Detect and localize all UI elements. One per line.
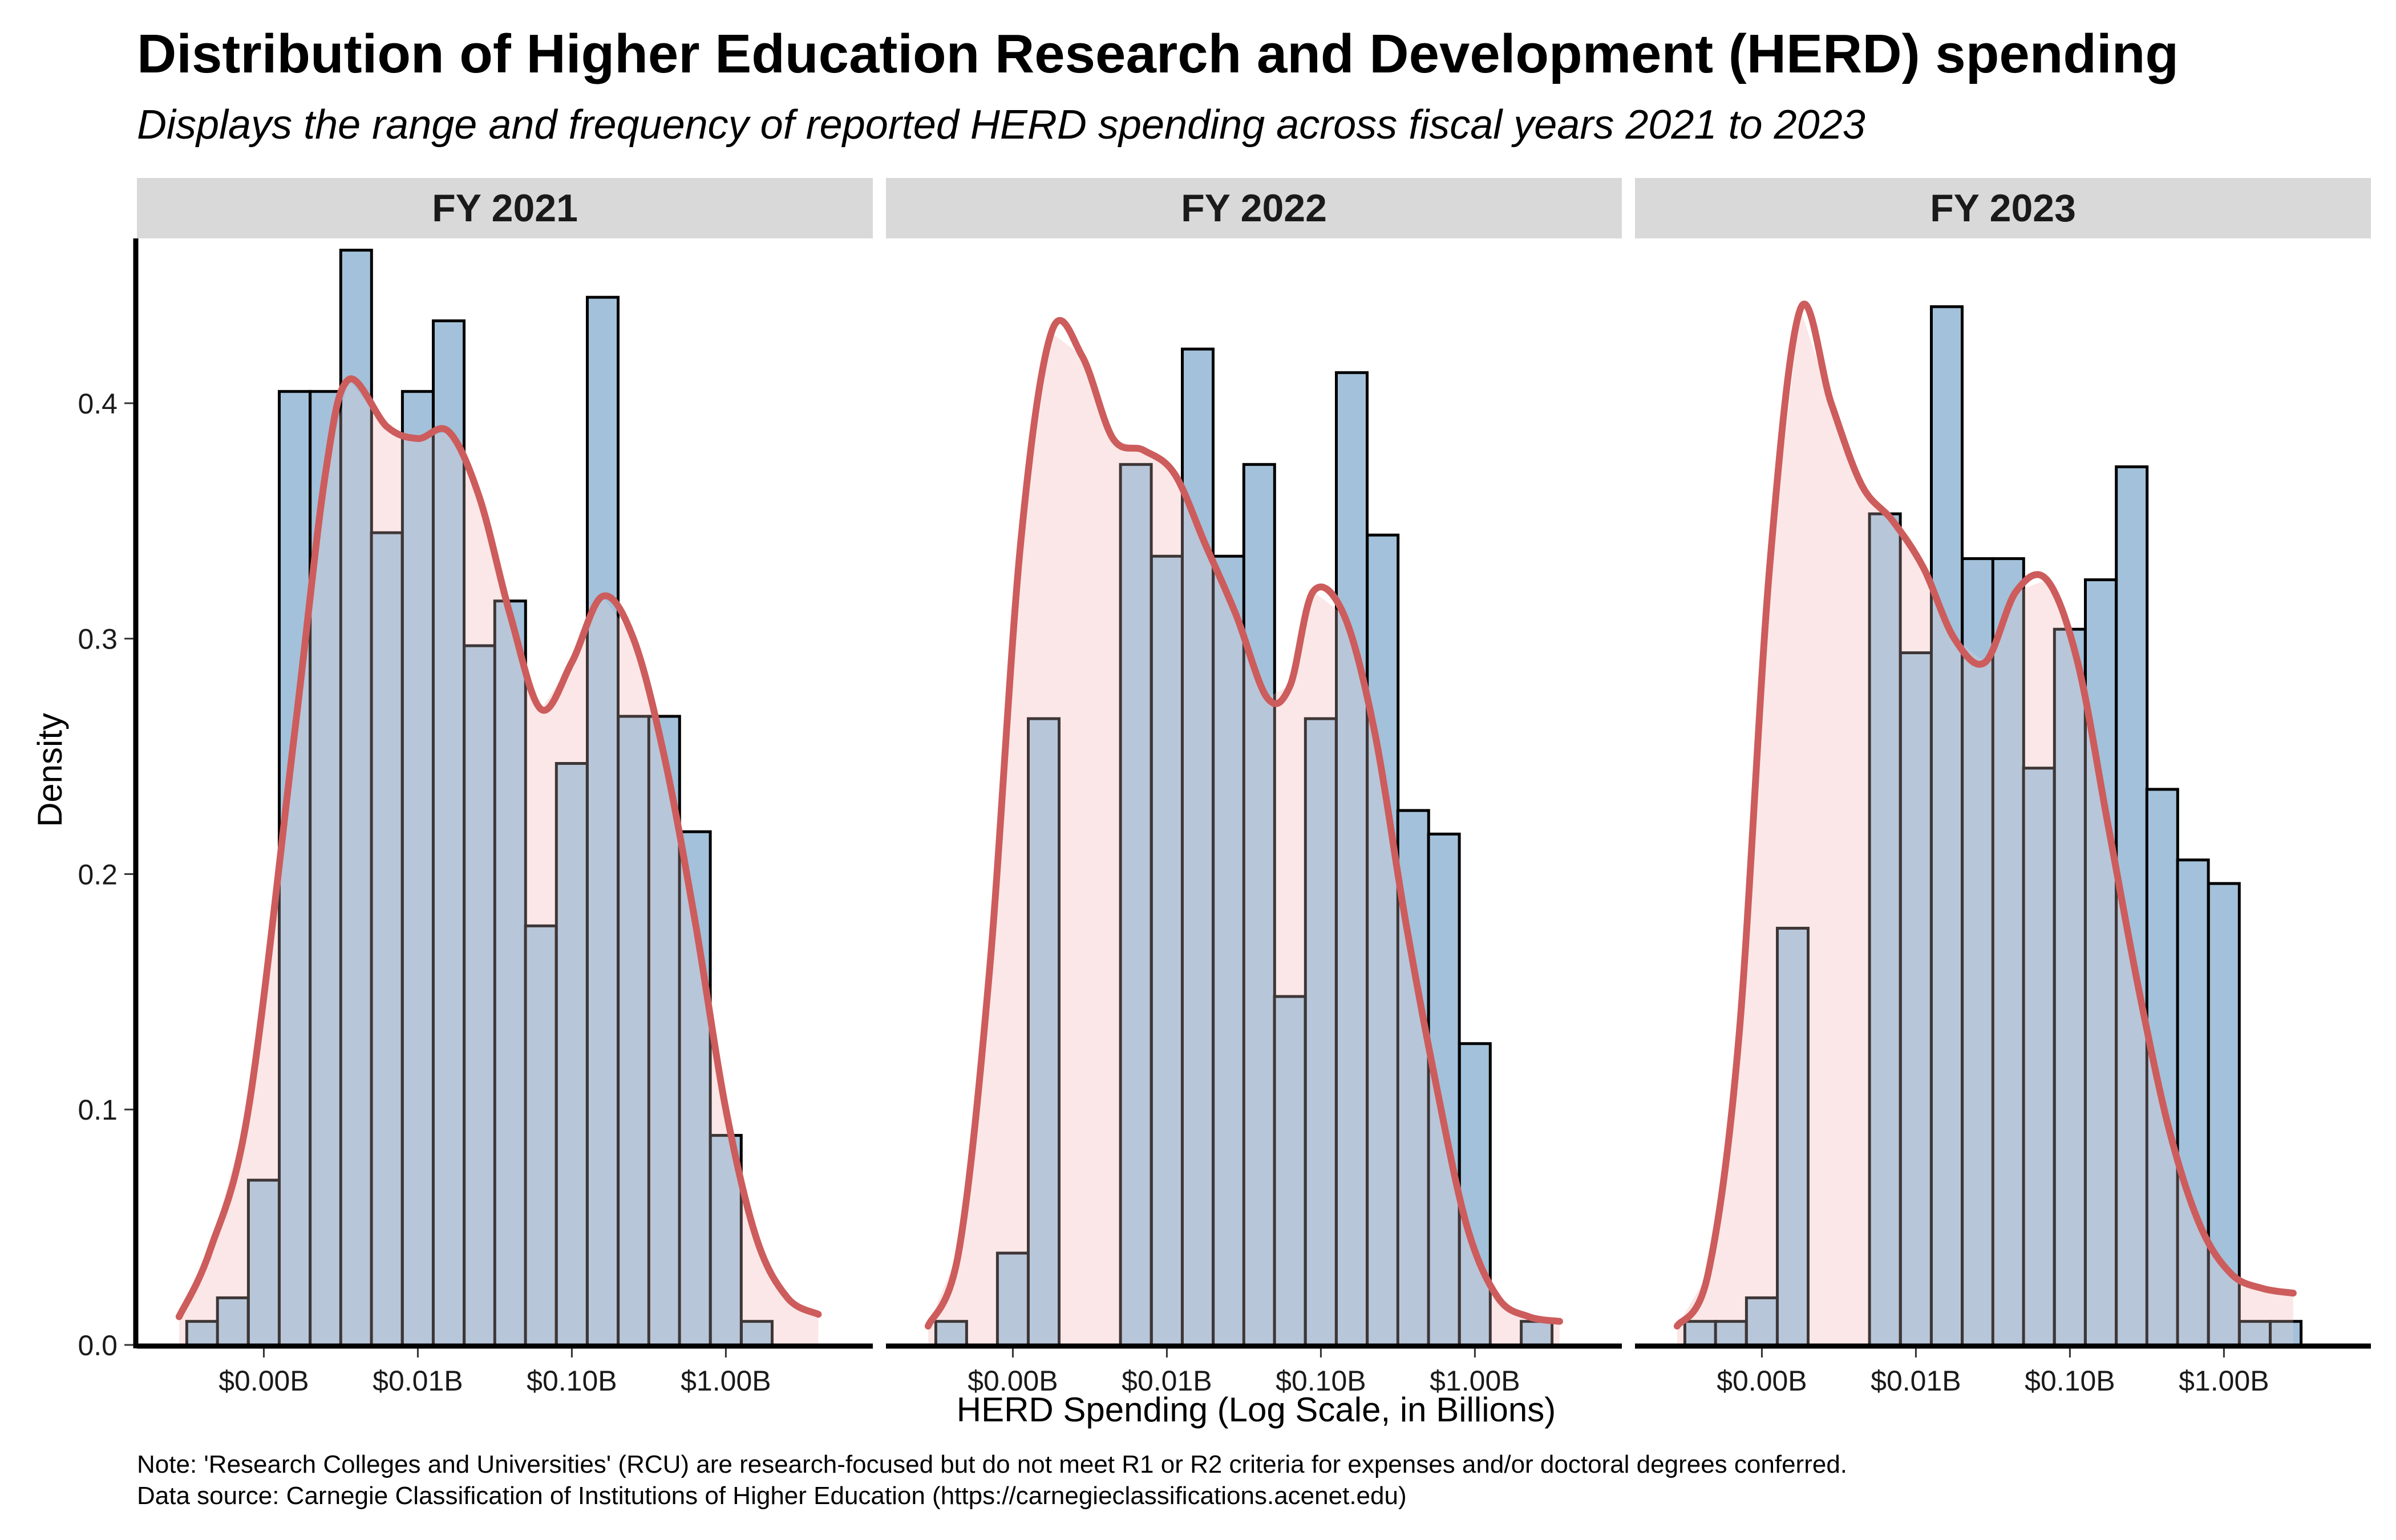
histogram-bar <box>555 762 589 1347</box>
density-area-overlay <box>928 333 1560 1345</box>
facet-strip-label: FY 2021 <box>432 187 578 230</box>
caption-note: Note: 'Research Colleges and Universitie… <box>137 1450 1848 1478</box>
histogram-bar <box>2022 767 2056 1347</box>
y-axis-title: Density <box>31 713 69 827</box>
facet-strip <box>1635 178 2371 238</box>
facet-strip <box>886 178 1622 238</box>
histogram-bar <box>1181 347 1215 1347</box>
caption: Note: 'Research Colleges and Universitie… <box>137 1449 1847 1511</box>
y-axis: 0.0 0.1 0.2 0.3 0.4 <box>78 238 139 1361</box>
x-axis-title: HERD Spending (Log Scale, in Billions) <box>957 1391 1556 1429</box>
histogram-bar <box>934 1320 968 1347</box>
facet-strip <box>137 178 873 238</box>
facet-strip-label: FY 2023 <box>1930 187 2076 230</box>
y-tick-label: 0.0 <box>78 1330 118 1361</box>
x-tick-label: $0.01B <box>1871 1365 1961 1397</box>
histogram-bar <box>524 924 558 1347</box>
facet-fy-2023: FY 2023 $0.00B $0.01B $0.10B $1.00B <box>1635 178 2371 1397</box>
histogram-bar <box>1899 651 1933 1347</box>
facet-fy-2022: FY 2022 $0.00B $0.01B $0.10B $1.00B <box>886 178 1622 1397</box>
facet-strip-label: FY 2022 <box>1181 187 1327 230</box>
histogram-bar <box>1930 305 1964 1347</box>
histogram-bar <box>2269 1320 2303 1347</box>
y-tick-label: 0.2 <box>78 858 118 890</box>
y-tick-label: 0.4 <box>78 388 118 420</box>
histogram-bar <box>1520 1320 1554 1347</box>
y-tick-label: 0.3 <box>78 623 118 655</box>
histogram-bar <box>432 319 466 1347</box>
x-tick-label: $0.01B <box>1122 1365 1212 1397</box>
facet-fy-2021: FY 2021 $0.00B $0.01B $0.10B $1.00B <box>137 178 873 1397</box>
y-tick-label: 0.1 <box>78 1094 118 1126</box>
facet-panels: FY 2021 $0.00B $0.01B $0.10B $1.00B FY 2022 $0… <box>137 178 2371 1397</box>
x-tick-label: $0.00B <box>968 1365 1058 1397</box>
x-tick-label: $0.01B <box>373 1365 463 1397</box>
x-tick-label: $0.00B <box>1717 1365 1807 1397</box>
x-tick-label: $1.00B <box>681 1365 771 1397</box>
density-area-overlay <box>1677 309 2293 1345</box>
histogram-bar <box>1961 557 1995 1347</box>
chart-subtitle: Displays the range and frequency of repo… <box>137 102 1865 148</box>
x-tick-label: $0.10B <box>1276 1365 1366 1397</box>
histogram-bar <box>740 1320 774 1347</box>
histogram-bar <box>493 599 527 1347</box>
x-tick-label: $0.10B <box>527 1365 617 1397</box>
density-curve <box>175 375 822 1320</box>
histogram-bar <box>1150 554 1184 1347</box>
chart-title: Distribution of Higher Education Researc… <box>137 23 2179 84</box>
density-curve <box>924 317 1563 1330</box>
x-tick-label: $1.00B <box>2179 1365 2269 1397</box>
density-area-overlay <box>179 379 819 1346</box>
density-curve <box>1673 301 2297 1330</box>
x-tick-label: $1.00B <box>1430 1365 1520 1397</box>
histogram-bar <box>370 531 404 1347</box>
histogram-bar <box>1366 533 1400 1347</box>
x-tick-label: $0.10B <box>2025 1365 2115 1397</box>
caption-source: Data source: Carnegie Classification of … <box>137 1482 1407 1510</box>
x-tick-label: $0.00B <box>218 1365 309 1397</box>
